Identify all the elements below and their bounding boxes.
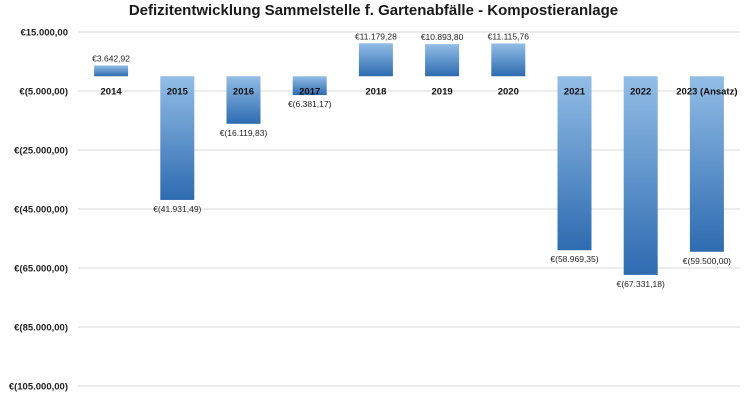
bar-2016	[226, 76, 261, 124]
bar-2017	[292, 76, 327, 96]
y-tick-label: €15.000,00	[20, 28, 68, 39]
y-tick-label: €(25.000,00)	[14, 146, 68, 157]
data-label: €(41.931,49)	[153, 204, 201, 214]
bar-2019	[425, 44, 460, 77]
x-tick-label: 2019	[432, 86, 453, 97]
data-label: €(67.331,18)	[617, 279, 665, 289]
data-label: €(59.500,00)	[683, 256, 731, 266]
data-label: €11.115,76	[488, 31, 530, 41]
y-tick-label: €(65.000,00)	[14, 264, 68, 275]
bar-2023-ansatz-	[689, 76, 724, 252]
bar-2015	[160, 76, 195, 200]
x-tick-label: 2016	[233, 86, 254, 97]
x-tick-label: 2014	[101, 86, 123, 97]
bar-2020	[491, 43, 526, 77]
y-tick-label: €(85.000,00)	[14, 323, 68, 334]
bar-2022	[623, 76, 658, 275]
chart-title: Defizitentwicklung Sammelstelle f. Garte…	[128, 2, 619, 19]
x-tick-label: 2020	[498, 86, 519, 97]
data-label: €10.893,80	[421, 32, 464, 42]
bar-2014	[94, 65, 129, 77]
data-label: €11.179,28	[355, 31, 397, 41]
x-tick-label: 2022	[630, 86, 651, 97]
x-tick-label: 2018	[365, 86, 386, 97]
x-tick-label: 2017	[299, 86, 320, 97]
x-tick-label: 2021	[564, 86, 586, 97]
x-tick-label: 2015	[167, 86, 189, 97]
data-label: €(58.969,35)	[550, 254, 598, 264]
bar-2021	[557, 76, 592, 251]
y-tick-label: €(5.000,00)	[19, 87, 68, 98]
y-tick-label: €(105.000,00)	[9, 382, 68, 393]
data-label: €3.642,92	[92, 54, 130, 64]
bar-2018	[358, 43, 393, 77]
data-label: €(6.381,17)	[288, 99, 332, 109]
y-tick-label: €(45.000,00)	[14, 205, 68, 216]
data-label: €(16.119,83)	[220, 128, 268, 138]
x-tick-label: 2023 (Ansatz)	[676, 86, 737, 97]
